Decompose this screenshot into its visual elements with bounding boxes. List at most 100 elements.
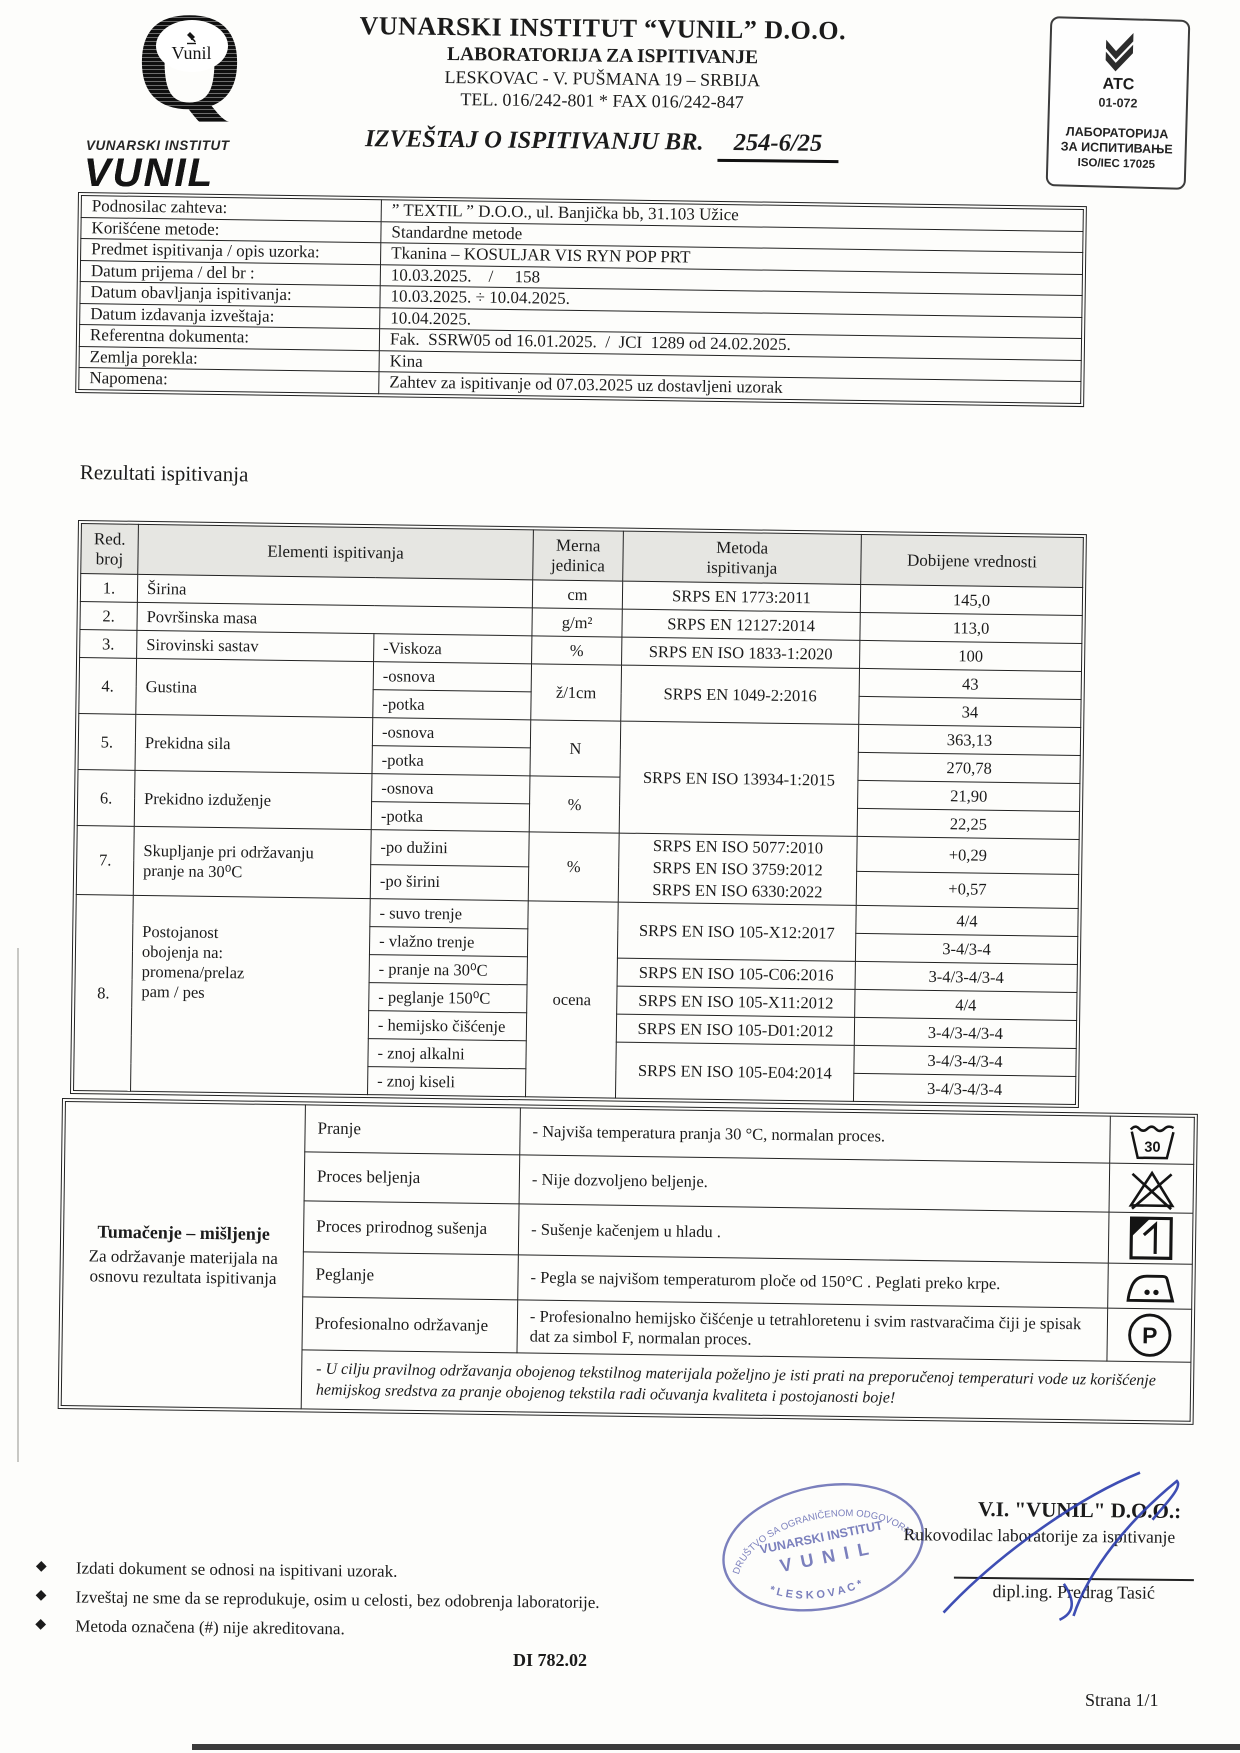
result-unit: cm bbox=[532, 579, 623, 610]
result-value: 3-4/3-4/3-4 bbox=[855, 961, 1078, 993]
results-heading: Rezultati ispitivanja bbox=[79, 460, 249, 487]
result-subelement: -osnova bbox=[372, 717, 531, 748]
result-method: SRPS EN ISO 1833-1:2020 bbox=[621, 637, 860, 669]
result-method: SRPS EN ISO 105-E04:2014 bbox=[615, 1042, 855, 1102]
care-row-ironing: Peglanje - Pegla se najvišom temperaturo… bbox=[63, 1249, 1193, 1310]
result-method: SRPS EN ISO 13934-1:2015 bbox=[619, 721, 859, 837]
result-value: 363,13 bbox=[858, 724, 1081, 756]
result-subelement: -potka bbox=[371, 801, 530, 832]
professional-care-P-icon: P bbox=[1127, 1313, 1171, 1357]
result-num: 5. bbox=[78, 713, 136, 771]
diamond-bullet-icon: ◆ bbox=[35, 1559, 47, 1575]
footnote-text: Izdati dokument se odnosi na ispitivani … bbox=[75, 1558, 398, 1581]
result-subelement: - suvo trenje bbox=[369, 898, 529, 929]
result-unit: ocena bbox=[525, 900, 619, 1099]
care-description: - Profesionalno hemijsko čišćenje u tetr… bbox=[516, 1299, 1108, 1362]
report-number: 254-6/25 bbox=[717, 128, 839, 164]
result-value: 21,90 bbox=[857, 780, 1080, 812]
care-icon-cell: 30 bbox=[1109, 1116, 1195, 1165]
result-value: 3-4/3-4/3-4 bbox=[854, 1017, 1077, 1049]
result-unit: % bbox=[529, 775, 620, 834]
col-header-num: Red. broj bbox=[80, 523, 139, 575]
company-stamp: DRUŠTVO SA OGRANIČENOM ODGOVORNOŠĆU VUNA… bbox=[706, 1462, 925, 1612]
svg-text:P: P bbox=[1141, 1322, 1157, 1348]
result-element: Prekidno izduženje bbox=[134, 770, 372, 830]
result-value: 34 bbox=[858, 696, 1082, 728]
care-description: - Nije dozvoljeno beljenje. bbox=[519, 1154, 1110, 1213]
report-title: IZVEŠTAJ O ISPITIVANJU BR. bbox=[364, 125, 704, 156]
logo-institute-text: VUNARSKI INSTITUT bbox=[86, 138, 230, 153]
signer-name: dipl.ing. Predrag Tasić bbox=[992, 1581, 1156, 1603]
result-method: SRPS EN ISO 105-C06:2016 bbox=[617, 958, 856, 990]
scan-artifact-bar bbox=[192, 1744, 1240, 1750]
care-description: - Sušenje kačenjem u hladu . bbox=[518, 1203, 1110, 1264]
result-unit: % bbox=[528, 831, 620, 903]
microscope-icon bbox=[186, 31, 196, 44]
signature-block: DRUŠTVO SA OGRANIČENOM ODGOVORNOŠĆU VUNA… bbox=[698, 1462, 1230, 1668]
logo-brand-text: VUNIL bbox=[72, 153, 307, 193]
care-category: Proces prirodnog sušenja bbox=[303, 1200, 520, 1255]
signer-role: Rukovodilac laboratorije za ispitivanje bbox=[903, 1524, 1176, 1547]
result-unit: N bbox=[529, 719, 621, 778]
result-value: 4/4 bbox=[854, 989, 1078, 1021]
footnote-text: Metoda označena (#) nije akreditovana. bbox=[75, 1616, 345, 1639]
care-row-drying: Proces prirodnog sušenja - Sušenje kačen… bbox=[63, 1198, 1194, 1265]
result-value: 270,78 bbox=[857, 752, 1081, 784]
result-subelement: -potka bbox=[372, 689, 532, 720]
result-value: 100 bbox=[859, 640, 1082, 672]
result-element: Prekidna sila bbox=[135, 714, 373, 774]
result-num: 8. bbox=[73, 894, 134, 1092]
result-value: 4/4 bbox=[855, 905, 1079, 937]
result-method: SRPS EN ISO 105-X12:2017 bbox=[617, 902, 857, 962]
result-subelement: - peglanje 150⁰C bbox=[368, 982, 528, 1013]
care-title: Tumačenje – mišljenje bbox=[97, 1221, 270, 1244]
footnote-item: ◆ Metoda označena (#) nije akreditovana. bbox=[31, 1616, 691, 1643]
care-icon-cell bbox=[1109, 1163, 1194, 1214]
request-info-table: Podnosilac zahteva:” TEXTIL ” D.O.O., ul… bbox=[75, 192, 1087, 407]
result-value: 113,0 bbox=[859, 612, 1083, 644]
result-value: 22,25 bbox=[857, 808, 1080, 840]
result-unit: ž/1cm bbox=[530, 663, 622, 722]
result-unit: g/m² bbox=[531, 607, 623, 638]
col-header-unit: Merna jedinica bbox=[532, 529, 624, 582]
result-value: 3-4/3-4 bbox=[855, 933, 1078, 965]
footnote-item: ◆ Izveštaj ne sme da se reprodukuje, osi… bbox=[31, 1587, 691, 1614]
document-code: DI 782.02 bbox=[512, 1650, 587, 1670]
care-interpretation-table: Tumačenje – mišljenje Za održavanje mate… bbox=[57, 1098, 1198, 1425]
q-logo-label: Vunil bbox=[171, 42, 212, 63]
result-subelement: -osnova bbox=[373, 661, 532, 692]
accreditation-badge: ATC 01-072 ЛАБОРАТОРИЈА ЗА ИСПИТИВАЊЕ IS… bbox=[1045, 16, 1191, 190]
result-value: 3-4/3-4/3-4 bbox=[853, 1045, 1077, 1077]
result-method: SRPS EN ISO 105-X11:2012 bbox=[616, 986, 856, 1018]
result-value: 3-4/3-4/3-4 bbox=[853, 1073, 1076, 1105]
care-category: Peglanje bbox=[302, 1251, 519, 1300]
col-header-method: Metoda ispitivanja bbox=[622, 531, 862, 585]
result-subelement: -po širini bbox=[370, 864, 529, 901]
col-header-element: Elementi ispitivanja bbox=[137, 524, 534, 580]
result-value: 43 bbox=[859, 668, 1082, 700]
dry-in-shade-icon bbox=[1128, 1216, 1173, 1260]
care-row-professional: Profesionalno održavanje - Profesionalno… bbox=[62, 1294, 1192, 1363]
report-title-line: IZVEŠTAJ O ISPITIVANJU BR. 254-6/25 bbox=[256, 124, 946, 164]
q-logo-bubble: Vunil bbox=[155, 20, 228, 72]
results-table: Red. broj Elementi ispitivanja Merna jed… bbox=[69, 520, 1087, 1109]
result-subelement: - znoj alkalni bbox=[367, 1038, 527, 1069]
diamond-bullet-icon: ◆ bbox=[35, 1588, 47, 1604]
result-value: +0,29 bbox=[856, 836, 1080, 875]
result-unit: % bbox=[531, 635, 622, 666]
info-label: Napomena: bbox=[78, 367, 380, 394]
badge-lab-text: ЛАБОРАТОРИЈА ЗА ИСПИТИВАЊЕ bbox=[1060, 124, 1173, 157]
iron-two-dots-icon bbox=[1125, 1274, 1174, 1303]
care-icon-cell: P bbox=[1106, 1308, 1192, 1363]
result-method: SRPS EN ISO 105-D01:2012 bbox=[616, 1014, 855, 1046]
care-category: Profesionalno održavanje bbox=[302, 1296, 518, 1353]
atc-double-check-icon bbox=[1105, 32, 1134, 72]
svg-text:30: 30 bbox=[1144, 1140, 1160, 1156]
result-element: Sirovinski sastav bbox=[136, 630, 374, 662]
report-header: VUNARSKI INSTITUT “VUNIL” D.O.O. LABORAT… bbox=[256, 10, 948, 164]
care-subtitle: Za održavanje materijala na osnovu rezul… bbox=[88, 1246, 279, 1289]
result-value: 145,0 bbox=[860, 584, 1083, 616]
result-method: SRPS EN 12127:2014 bbox=[621, 609, 861, 641]
result-num: 6. bbox=[77, 769, 136, 827]
result-value: +0,57 bbox=[856, 870, 1079, 909]
